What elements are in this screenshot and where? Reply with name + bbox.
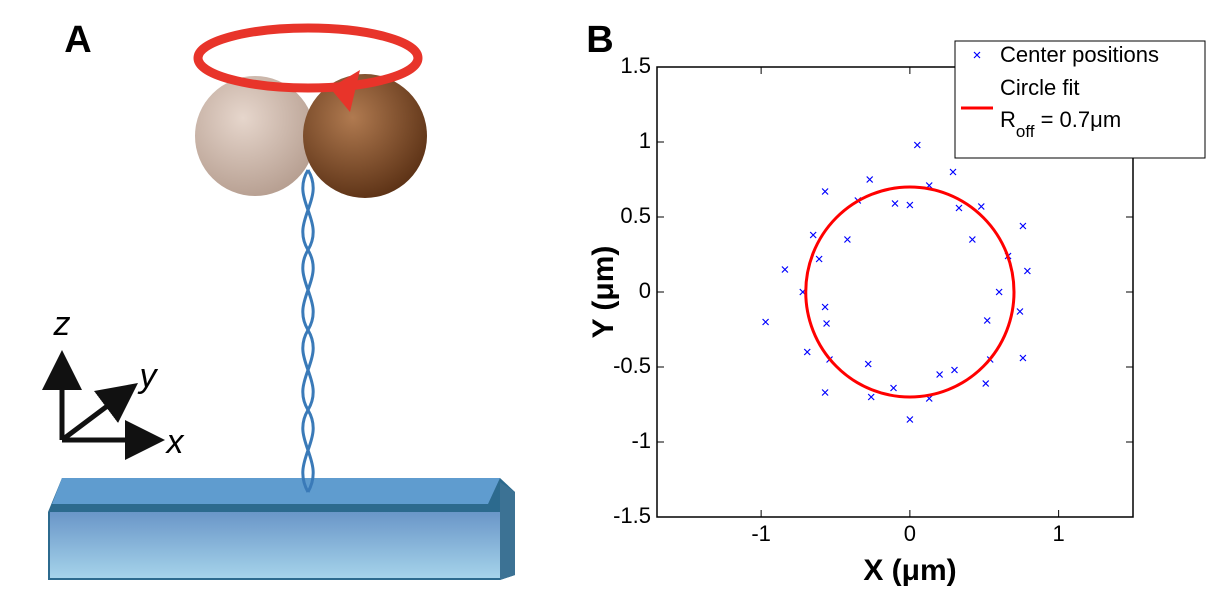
- point: [821, 188, 829, 195]
- point: [866, 176, 874, 183]
- y-tick-label: 1: [639, 128, 651, 153]
- point: [891, 200, 899, 207]
- x-tick-label: 1: [1053, 521, 1065, 546]
- point: [762, 318, 770, 326]
- x-tick-label: -1: [751, 521, 771, 546]
- y-tick-label: 0: [639, 278, 651, 303]
- legend-box: [954, 40, 1206, 159]
- y-tick-label: -1.5: [613, 503, 651, 528]
- point: [864, 360, 872, 368]
- y-tick-label: 1.5: [620, 53, 651, 78]
- point: [1023, 267, 1031, 275]
- point: [843, 236, 851, 243]
- point: [781, 266, 789, 273]
- x-axis-label: X (μm): [863, 554, 956, 587]
- fit-label-sub: off: [1016, 122, 1035, 141]
- point: [968, 236, 976, 243]
- fit-label-rest: = 0.7μm: [1034, 107, 1121, 132]
- point: [803, 348, 811, 356]
- point: [951, 366, 958, 374]
- legend-label: Circle fit: [1000, 75, 1079, 100]
- point: [955, 204, 963, 212]
- panel-label: A: [64, 19, 91, 61]
- point: [867, 393, 875, 401]
- point: [936, 371, 944, 378]
- y-axis-label: Y (μm): [587, 246, 620, 339]
- point: [890, 384, 897, 392]
- panel-a-diagram: [42, 23, 515, 580]
- point: [906, 416, 914, 423]
- point: [1016, 308, 1024, 315]
- fit-label: Roff = 0.7μm: [1000, 107, 1121, 142]
- y-tick-label: -0.5: [613, 353, 651, 378]
- point: [995, 288, 1003, 296]
- point: [1019, 222, 1027, 230]
- point: [906, 201, 914, 209]
- point: [983, 317, 991, 324]
- circle-fit: [804, 185, 1016, 399]
- point: [913, 141, 921, 149]
- point: [821, 303, 829, 311]
- legend-marker: [973, 51, 981, 59]
- axis-letter: z: [53, 305, 71, 343]
- fit-label-main: R: [1000, 107, 1016, 132]
- y-tick-label: 0.5: [620, 203, 651, 228]
- axis-letter: x: [165, 423, 185, 461]
- panel-label: B: [586, 19, 613, 61]
- point: [823, 320, 830, 327]
- axis-letter: y: [138, 357, 159, 395]
- point: [815, 255, 823, 263]
- point: [809, 231, 817, 239]
- point: [982, 380, 990, 387]
- point: [949, 168, 957, 176]
- x-tick-label: 0: [904, 521, 916, 546]
- point: [977, 203, 985, 210]
- legend-label: Center positions: [1000, 42, 1159, 67]
- point: [1019, 354, 1027, 362]
- y-tick-label: -1: [631, 428, 651, 453]
- point: [821, 389, 829, 396]
